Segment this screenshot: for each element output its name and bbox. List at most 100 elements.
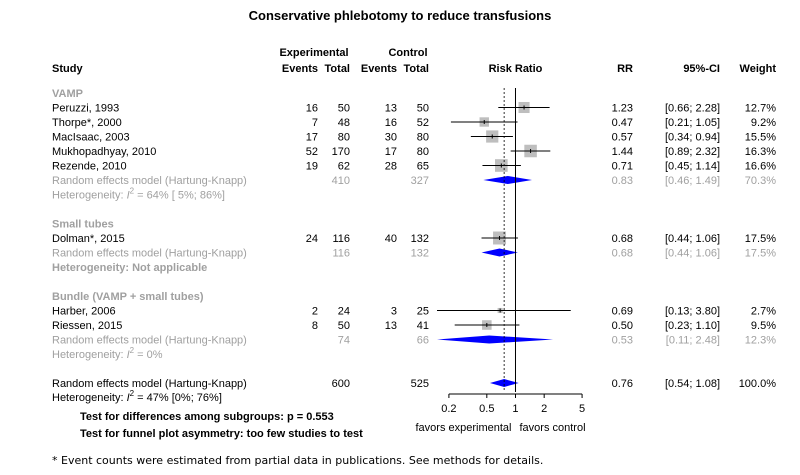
overall-ci: [0.54; 1.08] bbox=[665, 378, 720, 390]
study-label: Harber, 2006 bbox=[52, 306, 116, 318]
exp-events: 7 bbox=[312, 117, 318, 129]
study-label: Dolman*, 2015 bbox=[52, 233, 125, 245]
rr-value: 1.23 bbox=[612, 103, 633, 115]
rr-value: 0.71 bbox=[612, 161, 633, 173]
ci-value: [0.89; 2.32] bbox=[665, 146, 720, 158]
exp-events: 19 bbox=[306, 161, 318, 173]
exp-total: 48 bbox=[338, 117, 350, 129]
rr-value: 0.50 bbox=[612, 320, 633, 332]
subgroup-summary-label: Random effects model (Hartung-Knapp) bbox=[52, 248, 247, 260]
x-tick-label: 1 bbox=[512, 403, 518, 415]
weight-value: 16.3% bbox=[745, 146, 776, 158]
subgroup-exp-total: 116 bbox=[332, 248, 350, 260]
exp-total: 62 bbox=[338, 161, 350, 173]
subgroup-diamond bbox=[437, 335, 554, 344]
ctrl-total: 80 bbox=[417, 146, 429, 158]
subgroup-diamond bbox=[483, 176, 532, 184]
ci-value: [0.21; 1.05] bbox=[665, 117, 720, 129]
subgroup-exp-total: 74 bbox=[338, 335, 350, 347]
exp-total: 24 bbox=[338, 306, 350, 318]
header-experimental: Experimental bbox=[279, 47, 348, 59]
ci-value: [0.34; 0.94] bbox=[665, 132, 720, 144]
ci-value: [0.23; 1.10] bbox=[665, 320, 720, 332]
header-ctrl-total: Total bbox=[404, 63, 429, 75]
subgroup-rr: 0.68 bbox=[612, 248, 633, 260]
footnote: * Event counts were estimated from parti… bbox=[52, 454, 544, 467]
x-tick-label: 5 bbox=[579, 403, 585, 415]
rr-value: 0.57 bbox=[612, 132, 633, 144]
study-label: Rezende, 2010 bbox=[52, 161, 127, 173]
header-ctrl-events: Events bbox=[361, 63, 397, 75]
weight-value: 12.7% bbox=[745, 103, 776, 115]
header-risk-ratio: Risk Ratio bbox=[489, 63, 543, 75]
ctrl-total: 25 bbox=[417, 306, 429, 318]
ctrl-events: 13 bbox=[385, 320, 397, 332]
subgroup-weight: 17.5% bbox=[745, 248, 776, 260]
overall-label: Random effects model (Hartung-Knapp) bbox=[52, 378, 247, 390]
subgroup-summary-label: Random effects model (Hartung-Knapp) bbox=[52, 175, 247, 187]
subgroup-exp-total: 410 bbox=[332, 175, 350, 187]
weight-value: 17.5% bbox=[745, 233, 776, 245]
rr-value: 0.69 bbox=[612, 306, 633, 318]
header-exp-events: Events bbox=[282, 63, 318, 75]
header-weight: Weight bbox=[740, 63, 777, 75]
ctrl-events: 3 bbox=[391, 306, 397, 318]
weight-value: 16.6% bbox=[745, 161, 776, 173]
overall-weight: 100.0% bbox=[739, 378, 777, 390]
exp-total: 116 bbox=[332, 233, 350, 245]
funnel-test: Test for funnel plot asymmetry: too few … bbox=[80, 428, 363, 440]
ctrl-total: 41 bbox=[417, 320, 429, 332]
ctrl-events: 28 bbox=[385, 161, 397, 173]
chart-title: Conservative phlebotomy to reduce transf… bbox=[249, 8, 552, 23]
ci-value: [0.44; 1.06] bbox=[665, 233, 720, 245]
subgroup-ci: [0.44; 1.06] bbox=[665, 248, 720, 260]
subgroup-summary-label: Random effects model (Hartung-Knapp) bbox=[52, 335, 247, 347]
study-label: Mukhopadhyay, 2010 bbox=[52, 146, 156, 158]
ctrl-events: 16 bbox=[385, 117, 397, 129]
rr-value: 0.47 bbox=[612, 117, 633, 129]
ctrl-total: 132 bbox=[411, 233, 429, 245]
subgroup-rr: 0.83 bbox=[612, 175, 633, 187]
exp-events: 52 bbox=[306, 146, 318, 158]
favors-left-label: favors experimental bbox=[415, 422, 511, 434]
exp-total: 80 bbox=[338, 132, 350, 144]
exp-events: 16 bbox=[306, 103, 318, 115]
exp-events: 17 bbox=[306, 132, 318, 144]
x-tick-label: 0.2 bbox=[441, 403, 456, 415]
ctrl-total: 65 bbox=[417, 161, 429, 173]
ctrl-events: 30 bbox=[385, 132, 397, 144]
ctrl-total: 50 bbox=[417, 103, 429, 115]
subgroup-ctrl-total: 327 bbox=[411, 175, 429, 187]
exp-total: 50 bbox=[338, 103, 350, 115]
ci-value: [0.45; 1.14] bbox=[665, 161, 720, 173]
ctrl-events: 40 bbox=[385, 233, 397, 245]
subgroup-diamond bbox=[481, 248, 518, 257]
heterogeneity-label: Heterogeneity: I2 = 47% [0%; 76%] bbox=[52, 389, 222, 404]
subgroup-test: Test for differences among subgroups: p … bbox=[80, 411, 334, 423]
weight-value: 15.5% bbox=[745, 132, 776, 144]
study-label: Riessen, 2015 bbox=[52, 320, 122, 332]
exp-events: 2 bbox=[312, 306, 318, 318]
overall-ctrl-total: 525 bbox=[411, 378, 429, 390]
exp-events: 24 bbox=[306, 233, 318, 245]
exp-total: 170 bbox=[332, 146, 350, 158]
ctrl-total: 52 bbox=[417, 117, 429, 129]
subgroup-rr: 0.53 bbox=[612, 335, 633, 347]
ci-value: [0.66; 2.28] bbox=[665, 103, 720, 115]
x-tick-label: 2 bbox=[541, 403, 547, 415]
study-label: Peruzzi, 1993 bbox=[52, 103, 119, 115]
subgroup-heading: Small tubes bbox=[52, 219, 114, 231]
study-label: MacIsaac, 2003 bbox=[52, 132, 130, 144]
header-study: Study bbox=[52, 63, 83, 75]
weight-value: 2.7% bbox=[751, 306, 776, 318]
heterogeneity-label: Heterogeneity: I2 = 0% bbox=[52, 346, 163, 361]
ctrl-events: 13 bbox=[385, 103, 397, 115]
exp-total: 50 bbox=[338, 320, 350, 332]
header-control: Control bbox=[388, 47, 427, 59]
weight-value: 9.2% bbox=[751, 117, 776, 129]
ctrl-events: 17 bbox=[385, 146, 397, 158]
rr-value: 0.68 bbox=[612, 233, 633, 245]
header-rr: RR bbox=[617, 63, 633, 75]
subgroup-ctrl-total: 132 bbox=[411, 248, 429, 260]
